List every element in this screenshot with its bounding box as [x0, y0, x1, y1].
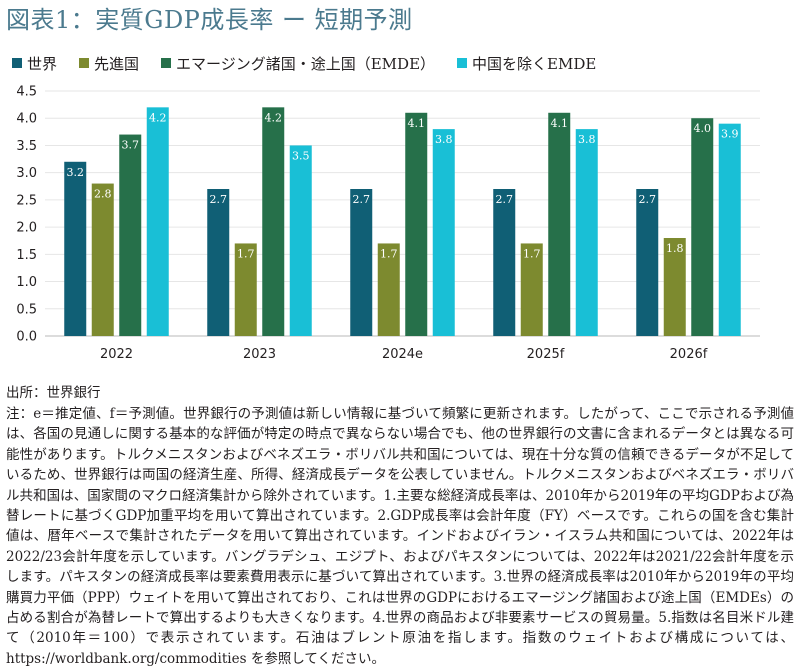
x-tick-label: 2025f [527, 347, 565, 362]
bar-data-label: 3.9 [721, 128, 739, 141]
bar [262, 107, 285, 336]
bar-data-label: 4.2 [149, 111, 167, 124]
legend-item-emde: エマージング諸国・途上国（EMDE） [161, 53, 435, 74]
y-tick-label: 0.0 [16, 330, 37, 345]
bar-data-label: 3.7 [122, 139, 140, 152]
bar-data-label: 4.2 [265, 111, 283, 124]
legend-item-world: 世界 [12, 53, 57, 74]
legend-swatch-world [12, 58, 22, 68]
legend-label-advanced: 先進国 [94, 54, 140, 73]
y-tick-label: 1.0 [16, 275, 37, 290]
y-axis: 0.0 0.5 1.0 1.5 2.0 2.5 3.0 3.5 4.0 4.5 [16, 85, 37, 345]
bar-data-label: 2.7 [639, 193, 657, 206]
legend-item-emde-ex-china: 中国を除くEMDE [457, 53, 596, 74]
bar [520, 243, 543, 336]
legend-label-emde-ex-china: 中国を除くEMDE [472, 54, 597, 73]
bar-data-label: 2.7 [496, 193, 514, 206]
chart-bars: 3.2 2.8 3.7 4.2 2.7 1.7 4.2 3.5 2.7 1.7 4.1 3.8 2.7 1… [64, 107, 741, 337]
x-axis: 2022 2023 2024e 2025f 2026f [100, 347, 708, 362]
bar-data-label: 4.1 [408, 117, 426, 130]
bar [91, 183, 114, 336]
y-tick-label: 4.5 [16, 85, 37, 100]
bar [636, 189, 659, 336]
legend-swatch-advanced [79, 58, 90, 68]
legend-label-world: 世界 [27, 54, 58, 73]
y-tick-label: 2.5 [16, 193, 37, 208]
bar-data-label: 2.7 [210, 193, 228, 206]
bar [432, 129, 455, 336]
y-tick-label: 1.5 [16, 248, 37, 263]
chart-title: 図表1：実質GDP成長率 ー 短期予測 [6, 6, 413, 34]
bar [548, 112, 571, 337]
y-tick-label: 3.5 [16, 139, 37, 154]
bar-data-label: 4.1 [551, 117, 569, 130]
bar-data-label: 3.8 [435, 133, 453, 146]
bar-data-label: 3.5 [292, 149, 310, 162]
x-tick-label: 2023 [243, 347, 276, 362]
chart-source: 出所：世界銀行 [6, 385, 101, 401]
bar [493, 189, 516, 336]
bar-data-label: 4.0 [694, 122, 712, 135]
bar [350, 189, 373, 336]
legend-item-advanced: 先進国 [79, 53, 139, 74]
bar [289, 145, 312, 336]
bar [718, 123, 741, 336]
bar [575, 129, 598, 336]
y-tick-label: 4.0 [16, 112, 37, 127]
bar [64, 161, 87, 336]
bar-data-label: 2.7 [353, 193, 371, 206]
legend-swatch-emde-ex-china [457, 58, 468, 68]
legend-label-emde: エマージング諸国・途上国（EMDE） [176, 54, 436, 73]
bar-chart: 0.0 0.5 1.0 1.5 2.0 2.5 3.0 3.5 4.0 4.5 3.2 2.8 3.7… [16, 85, 760, 362]
bar [663, 238, 686, 336]
y-tick-label: 0.5 [16, 302, 37, 317]
bar [691, 118, 714, 336]
bar [119, 134, 142, 336]
x-tick-label: 2022 [100, 347, 133, 362]
bar [377, 243, 400, 336]
bar [405, 112, 428, 337]
chart-notes: 注：e＝推定値、f＝予測値。世界銀行の予測値は新しい情報に基づいて頻繁に更新され… [6, 406, 794, 667]
bar [207, 189, 230, 336]
x-tick-label: 2024e [382, 347, 423, 362]
bar-data-label: 3.8 [578, 133, 596, 146]
bar-data-label: 1.8 [666, 242, 684, 255]
y-tick-label: 2.0 [16, 221, 37, 236]
y-tick-label: 3.0 [16, 166, 37, 181]
bar [146, 107, 169, 336]
bar-data-label: 1.7 [380, 247, 398, 260]
bar [234, 243, 257, 336]
chart-legend: 世界 先進国 エマージング諸国・途上国（EMDE） 中国を除くEMDE [12, 53, 618, 73]
bar-data-label: 1.7 [237, 247, 255, 260]
legend-swatch-emde [161, 58, 172, 68]
bar-data-label: 3.2 [67, 166, 85, 179]
bar-data-label: 2.8 [94, 188, 112, 201]
x-tick-label: 2026f [670, 347, 708, 362]
bar-data-label: 1.7 [523, 247, 541, 260]
